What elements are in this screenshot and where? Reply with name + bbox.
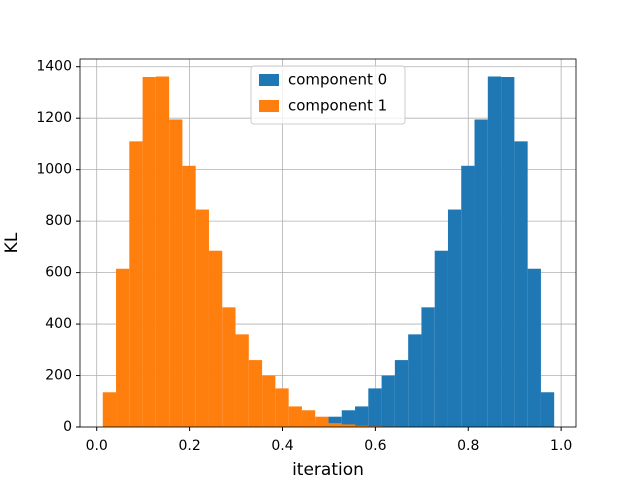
histogram-bar [262, 375, 276, 427]
x-axis-label: iteration [292, 460, 364, 480]
x-tick-label: 0.8 [457, 438, 479, 454]
histogram-bar [487, 76, 502, 427]
histogram-bar [408, 334, 422, 427]
legend-box [250, 65, 406, 125]
histogram-bar [341, 410, 356, 427]
histogram-bar [381, 375, 395, 427]
y-tick-label: 400 [45, 316, 72, 332]
legend-label: component 0 [288, 71, 387, 89]
histogram-bar [355, 425, 369, 427]
histogram-bar [434, 250, 448, 427]
legend-label: component 1 [288, 97, 387, 115]
histogram-bar [142, 77, 156, 428]
histogram-bar [394, 360, 409, 427]
histogram-bar [155, 76, 170, 427]
y-tick-label: 600 [45, 265, 72, 281]
histogram-bar [328, 423, 342, 427]
histogram-bar [461, 165, 475, 428]
histogram-bar [116, 268, 130, 427]
histogram-bar [368, 388, 382, 427]
histogram-bar [447, 209, 462, 427]
histogram-bar [474, 119, 488, 427]
histogram-bar [288, 406, 302, 427]
axes-frame [79, 58, 577, 428]
histogram-bar [301, 410, 316, 427]
y-axis-label: KL [2, 232, 22, 253]
y-tick-label: 1000 [36, 162, 72, 178]
x-tick-label: 0.0 [86, 438, 108, 454]
x-tick-label: 0.2 [178, 438, 200, 454]
y-tick-label: 1400 [36, 59, 72, 75]
histogram-bar [355, 406, 369, 427]
histogram-bar [169, 119, 183, 427]
x-tick-label: 0.6 [364, 438, 386, 454]
histogram-bar [275, 388, 289, 427]
histogram-bar [421, 307, 435, 427]
histogram-bar [527, 268, 541, 427]
histogram-bar [235, 334, 249, 427]
histogram-bar [315, 416, 329, 427]
histogram-bar [540, 392, 555, 427]
y-tick-label: 0 [63, 419, 72, 435]
y-tick-label: 800 [45, 213, 72, 229]
y-tick-label: 200 [45, 368, 72, 384]
histogram-bar [182, 165, 196, 428]
histogram-bar [102, 392, 117, 427]
histogram-bar [129, 141, 143, 427]
histogram-bar [208, 250, 223, 427]
histogram-bar [514, 141, 528, 427]
legend-swatch [259, 74, 279, 86]
histogram-bar [341, 424, 356, 427]
x-tick-label: 1.0 [550, 438, 572, 454]
legend: component 0 component 1 [250, 65, 406, 125]
histogram-bar [248, 360, 263, 427]
y-tick-label: 1200 [36, 110, 72, 126]
x-tick-label: 0.4 [271, 438, 293, 454]
histogram-bar [501, 77, 515, 428]
histogram-bar [328, 416, 342, 427]
histogram-bar [222, 307, 236, 427]
histogram-bar [195, 209, 209, 427]
legend-swatch [259, 100, 279, 112]
